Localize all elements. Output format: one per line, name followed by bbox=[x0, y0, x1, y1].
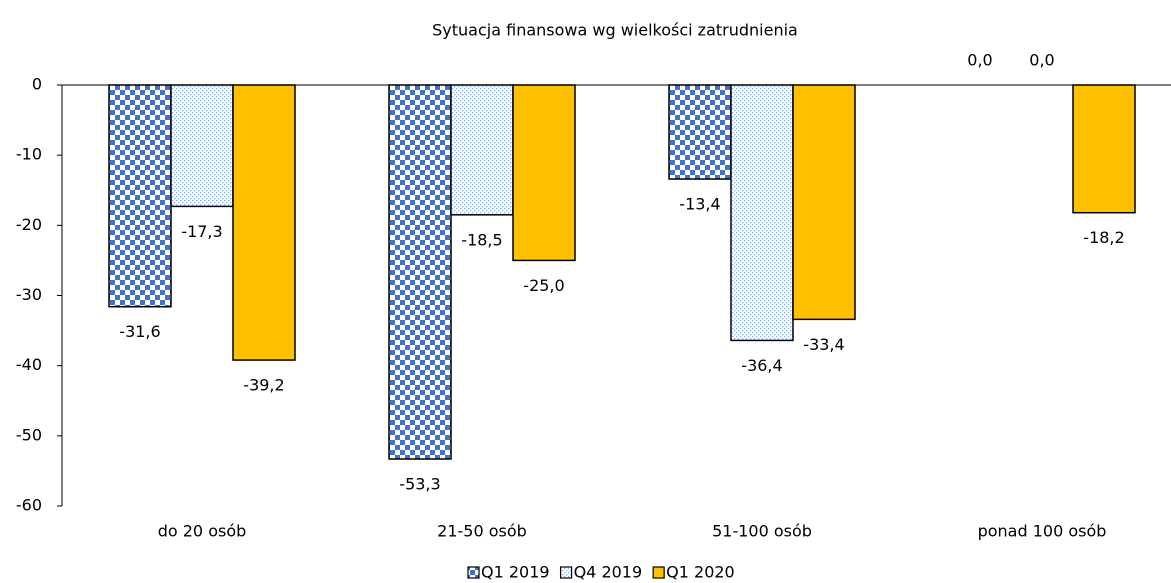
bar bbox=[668, 84, 732, 180]
y-tick-label: -40 bbox=[16, 355, 42, 374]
bar bbox=[730, 84, 794, 342]
bar bbox=[450, 84, 514, 216]
bar bbox=[388, 84, 452, 460]
x-tick-label: do 20 osób bbox=[158, 522, 247, 541]
chart-title: Sytuacja finansowa wg wielkości zatrudni… bbox=[432, 21, 798, 40]
legend-swatch bbox=[467, 566, 480, 579]
bar bbox=[108, 84, 172, 308]
y-tick-label: -10 bbox=[16, 145, 42, 164]
x-tick-label: ponad 100 osób bbox=[978, 522, 1107, 541]
x-tick-label: 51-100 osób bbox=[712, 522, 812, 541]
value-label: -25,0 bbox=[523, 276, 564, 295]
legend: Q1 2019 Q4 2019 Q1 2020 bbox=[467, 563, 735, 582]
y-tick-label: 0 bbox=[32, 75, 42, 94]
y-tick-label: -50 bbox=[16, 425, 42, 444]
legend-swatch bbox=[559, 566, 573, 579]
legend-label: Q1 2020 bbox=[666, 563, 735, 582]
value-label: -39,2 bbox=[243, 376, 284, 395]
value-label: 0,0 bbox=[967, 51, 992, 70]
value-label: 0,0 bbox=[1029, 51, 1054, 70]
bar bbox=[232, 84, 296, 361]
value-label: -17,3 bbox=[181, 222, 222, 241]
value-label: -36,4 bbox=[741, 356, 782, 375]
y-tick-label: -30 bbox=[16, 285, 42, 304]
x-tick-label: 21-50 osób bbox=[437, 522, 527, 541]
bar bbox=[792, 84, 856, 321]
legend-label: Q4 2019 bbox=[574, 563, 643, 582]
legend-swatch bbox=[652, 566, 665, 579]
value-label: -31,6 bbox=[119, 322, 160, 341]
bar bbox=[512, 84, 576, 262]
value-label: -53,3 bbox=[399, 474, 440, 493]
y-tick-label: -20 bbox=[16, 215, 42, 234]
y-tick-label: -60 bbox=[16, 496, 42, 515]
bar bbox=[1072, 84, 1136, 214]
value-label: -18,2 bbox=[1083, 228, 1124, 247]
value-label: -18,5 bbox=[461, 230, 502, 249]
value-label: -33,4 bbox=[803, 335, 844, 354]
value-label: -13,4 bbox=[679, 195, 720, 214]
legend-label: Q1 2019 bbox=[481, 563, 550, 582]
bar bbox=[170, 84, 234, 208]
